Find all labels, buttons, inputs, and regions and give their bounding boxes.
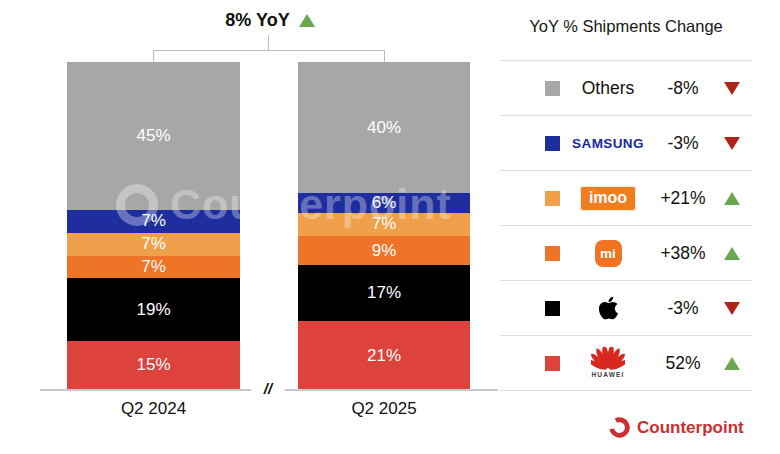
samsung-color-swatch — [545, 136, 560, 151]
bar-segment-imoo: 7% — [298, 213, 470, 236]
imoo-change-value: +21% — [660, 188, 705, 209]
legend-row-apple: -3% — [500, 281, 752, 336]
bar-segment-samsung: 6% — [298, 193, 470, 213]
huawei-wordmark: HUAWEI — [591, 372, 624, 379]
bar-segment-apple: 19% — [67, 278, 240, 340]
apple-color-swatch — [545, 301, 560, 316]
bracket-line-left — [153, 50, 154, 62]
legend-row-others: Others -8% — [500, 61, 752, 116]
bar-segment-huawei: 21% — [298, 321, 470, 390]
legend-row-samsung: SAMSUNG -3% — [500, 116, 752, 171]
others-color-swatch — [545, 81, 560, 96]
apple-logo-icon — [598, 295, 619, 321]
others-label: Others — [582, 78, 635, 99]
bar-segment-others: 40% — [298, 62, 470, 193]
bracket-line-horizontal — [153, 50, 385, 51]
counterpoint-icon — [608, 416, 631, 439]
x-label-q2-2025: Q2 2025 — [298, 399, 470, 419]
counterpoint-logo: Counterpoint — [608, 416, 744, 439]
legend: Others -8% SAMSUNG -3% imoo +21% mi +38% — [500, 60, 752, 391]
bar-segment-xiaomi: 9% — [298, 236, 470, 266]
bar-segment-others: 45% — [67, 62, 240, 210]
down-triangle-icon — [724, 137, 740, 150]
samsung-change-value: -3% — [667, 133, 698, 154]
yoy-growth-title-group: 8% YoY — [180, 8, 360, 32]
up-triangle-icon — [724, 357, 740, 370]
xiaomi-change-value: +38% — [660, 243, 705, 264]
imoo-logo: imoo — [580, 186, 636, 211]
up-triangle-icon — [724, 192, 740, 205]
bar-segment-samsung: 7% — [67, 210, 240, 233]
x-label-q2-2024: Q2 2024 — [67, 399, 240, 419]
others-change-value: -8% — [667, 78, 698, 99]
legend-row-huawei: HUAWEI 52% — [500, 336, 752, 391]
bar-segment-huawei: 15% — [67, 341, 240, 390]
imoo-color-swatch — [545, 191, 560, 206]
stacked-bar-q2-2024: 45%7%7%7%19%15% — [67, 62, 240, 390]
counterpoint-wordmark: Counterpoint — [637, 418, 744, 438]
apple-change-value: -3% — [667, 298, 698, 319]
legend-row-xiaomi: mi +38% — [500, 226, 752, 281]
huawei-change-value: 52% — [665, 353, 700, 374]
bar-segment-xiaomi: 7% — [67, 256, 240, 279]
bar-segment-apple: 17% — [298, 265, 470, 321]
samsung-logo: SAMSUNG — [572, 136, 644, 151]
xiaomi-color-swatch — [545, 246, 560, 261]
legend-row-imoo: imoo +21% — [500, 171, 752, 226]
chart-canvas: 8% YoY 45%7%7%7%19%15% 40%6%7%9%17%21% C… — [0, 0, 780, 454]
huawei-logo-icon: HUAWEI — [591, 347, 625, 379]
up-triangle-icon — [299, 14, 315, 27]
legend-title: YoY % Shipments Change — [498, 17, 754, 36]
bar-segment-imoo: 7% — [67, 233, 240, 256]
axis-break-symbol: // — [251, 379, 285, 398]
down-triangle-icon — [724, 302, 740, 315]
up-triangle-icon — [724, 247, 740, 260]
huawei-color-swatch — [545, 356, 560, 371]
bracket-line-middle — [268, 35, 269, 50]
stacked-bar-q2-2025: 40%6%7%9%17%21% — [298, 62, 470, 390]
yoy-growth-label: 8% YoY — [225, 10, 289, 31]
down-triangle-icon — [724, 82, 740, 95]
xiaomi-mi-logo: mi — [595, 240, 622, 267]
bracket-line-right — [384, 50, 385, 62]
